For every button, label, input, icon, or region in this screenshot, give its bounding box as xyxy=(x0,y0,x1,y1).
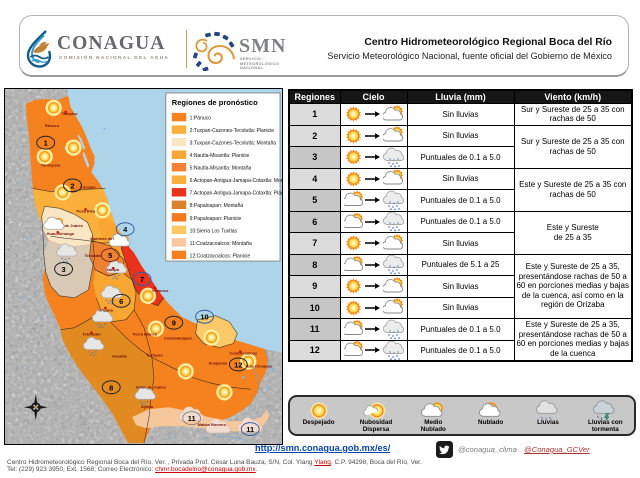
svg-text:Pánuco: Pánuco xyxy=(44,122,59,127)
svg-text:Las Choapas: Las Choapas xyxy=(247,363,272,368)
svg-text:11: 11 xyxy=(187,414,195,423)
svg-text:1: 1 xyxy=(43,138,47,147)
svg-text:9:Papaloapan: Planicie: 9:Papaloapan: Planicie xyxy=(189,215,241,221)
svg-text:11:Coatzacoalcos: Montaña: 11:Coatzacoalcos: Montaña xyxy=(189,240,251,246)
svg-text:Tampico: Tampico xyxy=(61,110,78,115)
svg-text:5:Nautla-Misantla: Montaña: 5:Nautla-Misantla: Montaña xyxy=(189,165,251,171)
svg-text:9: 9 xyxy=(171,318,175,327)
svg-text:4:Nautla-Misantla: Planicie: 4:Nautla-Misantla: Planicie xyxy=(189,153,249,159)
svg-text:Orizaba: Orizaba xyxy=(98,307,113,312)
svg-text:7: 7 xyxy=(139,274,143,283)
svg-text:Tierra Blanca: Tierra Blanca xyxy=(132,331,158,336)
svg-text:Ixtlán de Juárez: Ixtlán de Juárez xyxy=(136,384,166,389)
svg-text:Coatzacoalcos: Coatzacoalcos xyxy=(229,350,258,355)
svg-text:5: 5 xyxy=(108,251,112,260)
svg-text:Huauchinango: Huauchinango xyxy=(46,231,74,236)
svg-text:8: 8 xyxy=(109,383,113,392)
svg-text:2:Tuxpan-Cazones-Tecolutla: Pl: 2:Tuxpan-Cazones-Tecolutla: Planicie xyxy=(189,128,274,134)
svg-text:10:Sierra Los Tuxtlas: 10:Sierra Los Tuxtlas xyxy=(189,228,237,234)
svg-text:Teziutlán: Teziutlán xyxy=(84,253,101,258)
svg-text:Tuxtepec: Tuxtepec xyxy=(145,352,163,357)
svg-text:Acayucan: Acayucan xyxy=(208,360,227,365)
svg-text:7:Actopan-Antigua-Jamapa-Cotax: 7:Actopan-Antigua-Jamapa-Cotaxtla: Plani… xyxy=(189,190,281,196)
svg-text:Regiones de pronóstico: Regiones de pronóstico xyxy=(171,97,257,106)
svg-text:8:Papaloapan: Montaña: 8:Papaloapan: Montaña xyxy=(189,203,243,209)
svg-text:12: 12 xyxy=(234,360,242,369)
svg-text:Cosamaloapan: Cosamaloapan xyxy=(163,335,192,340)
svg-text:Matías Romero: Matías Romero xyxy=(197,422,226,427)
svg-text:Túxpam: Túxpam xyxy=(80,184,96,189)
svg-text:3:Tuxpan-Cazones-Tecolutla: Mo: 3:Tuxpan-Cazones-Tecolutla: Montaña xyxy=(189,140,276,146)
svg-text:6:Actopan-Antigua-Jamapa-Cotax: 6:Actopan-Antigua-Jamapa-Cotaxtla: Monta… xyxy=(189,178,281,184)
svg-text:1:Pánuco: 1:Pánuco xyxy=(189,115,211,121)
svg-text:Veracruz: Veracruz xyxy=(151,287,168,292)
svg-text:2: 2 xyxy=(70,181,74,190)
svg-text:Tantoyuca: Tantoyuca xyxy=(40,162,60,167)
svg-text:Xalapa: Xalapa xyxy=(106,266,120,271)
svg-text:Ayutla: Ayutla xyxy=(141,404,154,409)
svg-text:Huautla: Huautla xyxy=(112,353,127,358)
svg-text:Tehuacán: Tehuacán xyxy=(82,331,101,336)
svg-text:3: 3 xyxy=(61,264,65,273)
svg-text:12:Coatzacoalcos: Planicie: 12:Coatzacoalcos: Planicie xyxy=(189,253,250,259)
svg-text:11: 11 xyxy=(246,425,254,434)
svg-text:4: 4 xyxy=(123,225,128,234)
svg-text:de Juárez: de Juárez xyxy=(64,223,82,228)
svg-text:10: 10 xyxy=(200,312,208,321)
svg-text:Poza Rica: Poza Rica xyxy=(76,208,96,213)
svg-text:6: 6 xyxy=(119,296,123,305)
svg-text:Martínez de l: Martínez de l xyxy=(90,236,114,241)
